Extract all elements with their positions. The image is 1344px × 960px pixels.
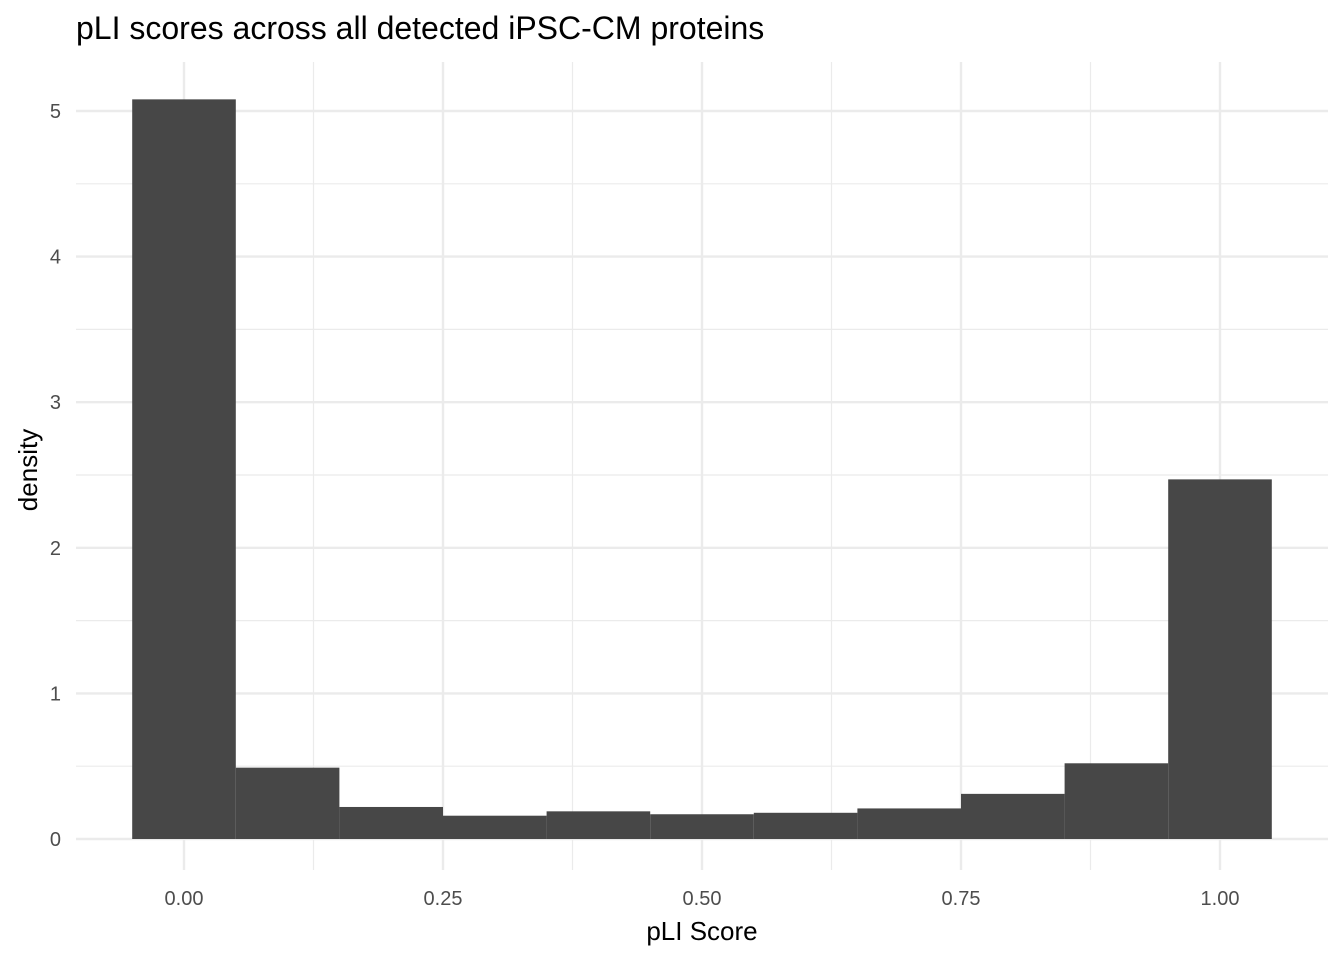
histogram-bar (961, 793, 1065, 839)
histogram-bar (546, 811, 651, 839)
x-tick-label: 0.25 (424, 888, 463, 910)
y-tick-label: 2 (50, 538, 61, 560)
x-tick-label: 1.00 (1201, 888, 1240, 910)
x-tick-label: 0.00 (165, 888, 204, 910)
x-axis-title: pLI Score (646, 916, 757, 946)
grid-lines (76, 62, 1328, 870)
y-tick-label: 1 (50, 683, 61, 705)
histogram-bar (1168, 479, 1272, 839)
histogram-bar (132, 99, 236, 840)
histogram-bar (753, 812, 858, 839)
x-tick-label: 0.75 (942, 888, 981, 910)
x-tick-label: 0.50 (683, 888, 722, 910)
histogram-bar (650, 814, 754, 839)
y-axis-title: density (13, 429, 43, 511)
y-tick-label: 3 (50, 392, 61, 414)
y-tick-label: 0 (50, 829, 61, 851)
histogram-bar (235, 767, 340, 839)
y-tick-label: 5 (50, 101, 61, 123)
histogram-bar (339, 806, 443, 839)
histogram-bar (857, 808, 961, 839)
histogram-bars (132, 99, 1272, 840)
histogram-bar (1064, 763, 1169, 839)
chart-title: pLI scores across all detected iPSC-CM p… (76, 10, 764, 46)
y-tick-label: 4 (50, 247, 61, 269)
axis-tick-labels: 0.00 0.25 0.50 0.75 1.00 0 1 2 3 4 5 (50, 101, 1240, 910)
histogram-bar (443, 815, 547, 839)
